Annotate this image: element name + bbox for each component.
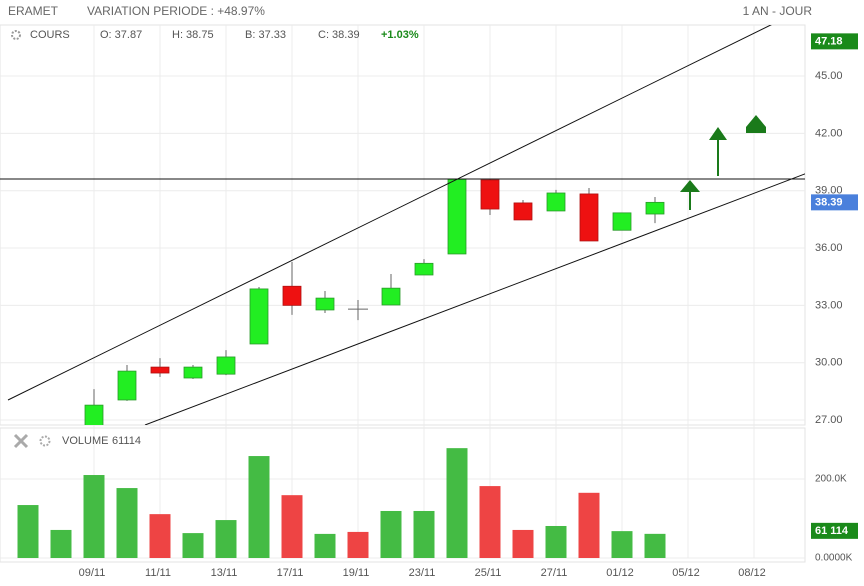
- x-tick-label: 08/12: [738, 567, 766, 579]
- x-tick-label: 13/11: [211, 567, 238, 579]
- last-marker: 38.39: [815, 196, 843, 208]
- x-tick-label: 11/11: [145, 567, 171, 579]
- volume-bar: [314, 533, 336, 558]
- trendlines: [0, 25, 805, 425]
- last-marker-bg: [811, 194, 858, 211]
- body: [579, 193, 599, 242]
- body: [150, 366, 170, 374]
- body: [447, 178, 467, 255]
- x-tick-label: 23/11: [409, 567, 436, 579]
- body: [480, 179, 500, 210]
- x-tick-label: 05/12: [672, 567, 700, 579]
- volume-bar: [50, 529, 72, 558]
- body: [381, 287, 401, 306]
- volume-bar: [512, 529, 534, 558]
- y-tick-label: 36.00: [815, 242, 843, 254]
- body: [84, 404, 104, 425]
- x-tick-label: 09/11: [79, 567, 106, 579]
- y-tick-label: 0.0000K: [815, 553, 853, 564]
- body: [216, 356, 236, 375]
- y-tick-label: 33.00: [815, 299, 843, 311]
- volume-bar: [380, 510, 402, 558]
- body: [315, 297, 335, 311]
- volume-bar: [248, 456, 270, 558]
- volume-last: 61114: [112, 435, 141, 447]
- body: [117, 370, 137, 401]
- period: 1 AN - JOUR: [743, 4, 813, 18]
- x-tick-label: 27/11: [541, 567, 568, 579]
- price-panel: [0, 24, 806, 426]
- volume-bar: [644, 533, 666, 558]
- symbol: ERAMET: [8, 4, 59, 18]
- legend-low: B: 37.33: [245, 29, 286, 41]
- y-tick-label: 27.00: [815, 414, 843, 426]
- x-tick-label: 17/11: [277, 567, 304, 579]
- gear-icon[interactable]: [11, 30, 21, 40]
- close-icon[interactable]: [13, 433, 29, 449]
- volume-bar: [446, 448, 468, 558]
- body: [183, 366, 203, 379]
- x-tick-label: 25/11: [475, 567, 502, 579]
- x-tick-label: 01/12: [606, 567, 634, 579]
- volume-bar: [578, 492, 600, 558]
- legend-open: O: 37.87: [100, 29, 142, 41]
- volume-bar: [17, 505, 39, 558]
- legend-close: C: 38.39: [318, 29, 360, 41]
- volume-bar: [182, 533, 204, 558]
- volume-panel: [0, 427, 806, 563]
- volume-bar: [347, 531, 369, 558]
- y-tick-label: 30.00: [815, 357, 843, 369]
- body: [612, 212, 632, 231]
- body: [282, 285, 302, 306]
- volume-last-marker: 61 114: [815, 525, 849, 537]
- volume-bar: [281, 495, 303, 558]
- y-tick-label: 200.0K: [815, 474, 847, 485]
- volume-bar: [611, 531, 633, 558]
- variation: VARIATION PERIODE : +48.97%: [87, 4, 265, 18]
- y-tick-label: 39.00: [815, 185, 843, 197]
- volume-bar: [479, 486, 501, 558]
- body: [249, 288, 269, 345]
- max-marker-bg: [811, 33, 858, 50]
- max-marker: 47.18: [815, 35, 843, 47]
- volume-bar: [545, 525, 567, 558]
- body: [546, 192, 566, 212]
- legend-title: COURS: [30, 29, 70, 41]
- legend-change: +1.03%: [381, 29, 419, 41]
- body: [513, 202, 533, 221]
- volume-bar: [413, 510, 435, 558]
- volume-bar: [83, 475, 105, 558]
- volume-last-marker-bg: [811, 522, 858, 539]
- volume-bar: [215, 520, 237, 558]
- y-tick-label: 42.00: [815, 127, 843, 139]
- x-tick-label: 19/11: [343, 567, 370, 579]
- body: [414, 262, 434, 276]
- volume-bar: [149, 514, 171, 558]
- arrows: [680, 115, 766, 210]
- y-tick-label: 45.00: [815, 70, 843, 82]
- legend-high: H: 38.75: [172, 29, 214, 41]
- gear-icon[interactable]: [39, 435, 51, 447]
- body: [645, 201, 665, 215]
- volume-title: VOLUME: [62, 435, 108, 447]
- volume-bar: [116, 488, 138, 558]
